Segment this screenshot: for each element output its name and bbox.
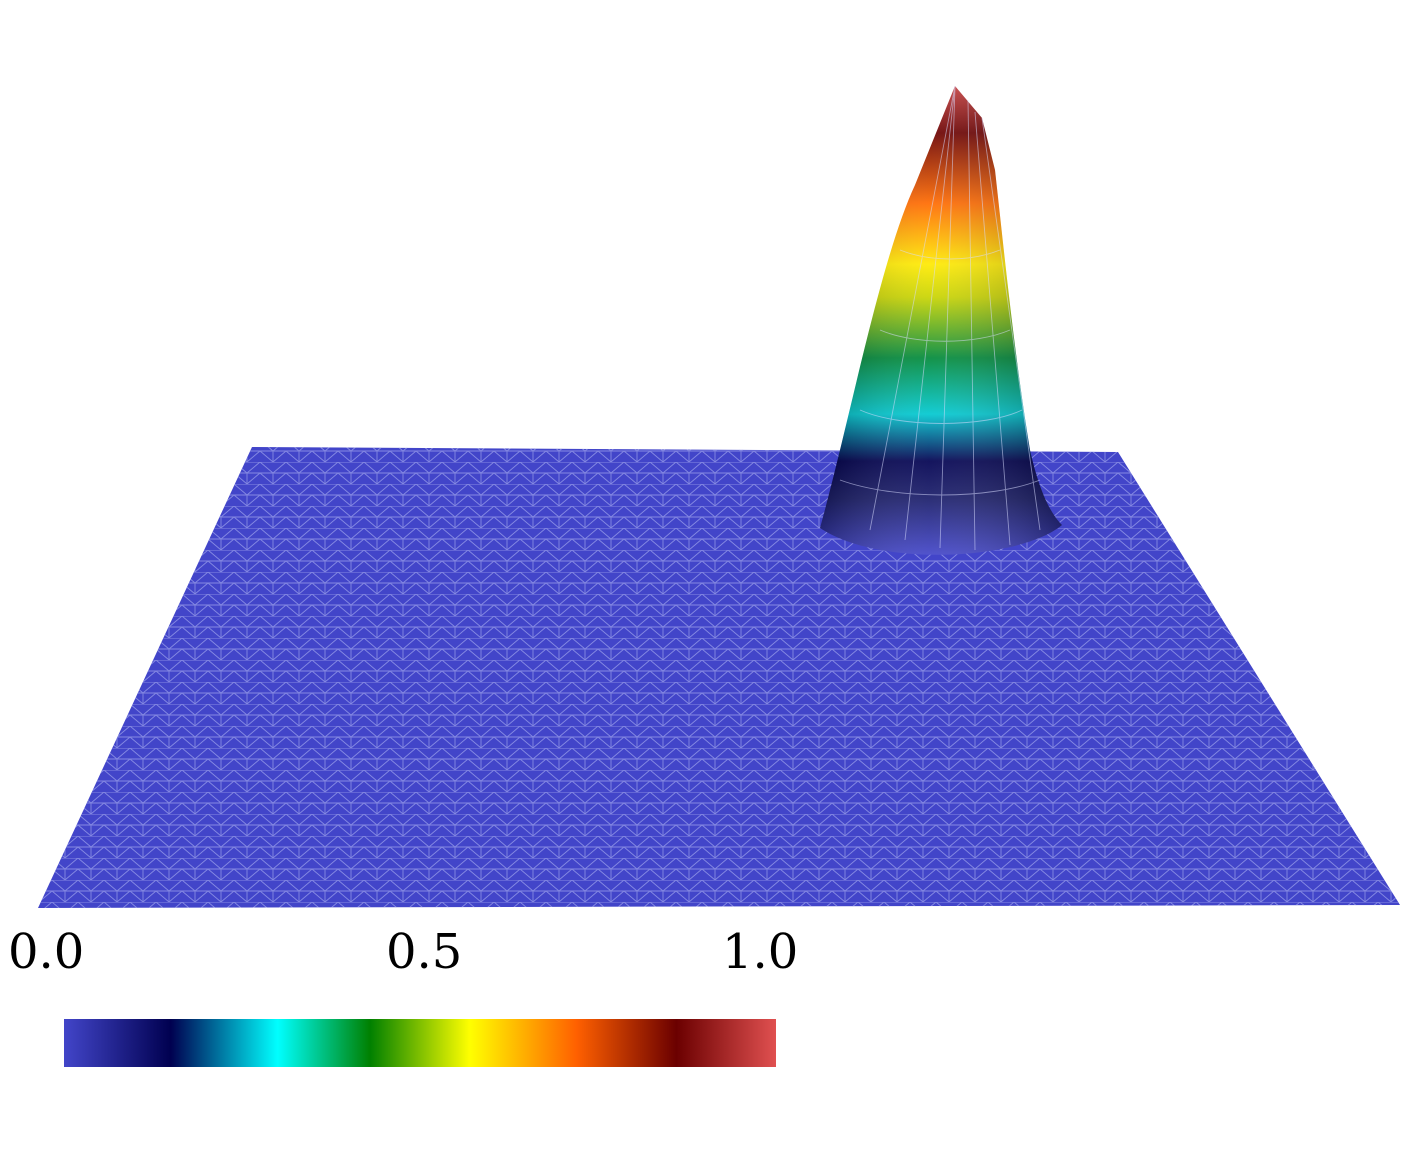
colorbar-tick-label: 1.0 xyxy=(722,924,799,980)
surface-peak xyxy=(820,85,1062,555)
colorbar xyxy=(64,1019,776,1067)
colorbar-tick-label: 0.5 xyxy=(386,924,463,980)
colorbar-tick-label: 0.0 xyxy=(8,924,85,980)
surface-mesh xyxy=(38,447,1400,908)
